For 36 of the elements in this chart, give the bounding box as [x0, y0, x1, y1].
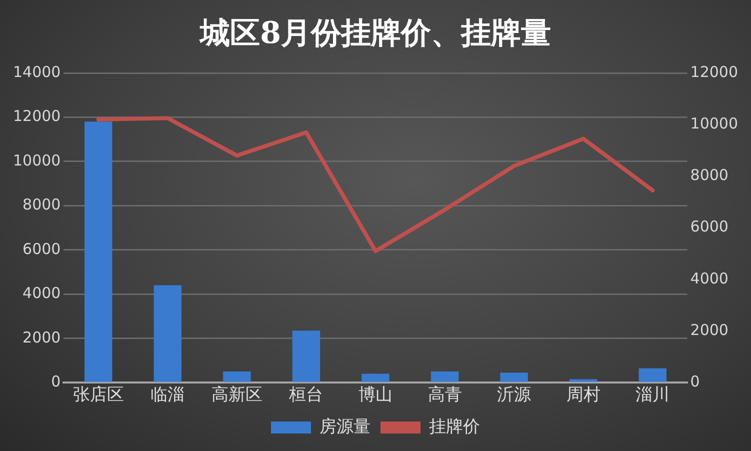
- x-tick-label: 张店区: [72, 385, 124, 406]
- x-tick-label: 博山: [358, 385, 392, 406]
- bar: [500, 372, 528, 382]
- bar: [430, 372, 459, 382]
- y2-tick-label: 6000: [690, 218, 728, 236]
- legend-label: 挂牌价: [429, 416, 480, 437]
- y-tick-label: 8000: [22, 196, 61, 214]
- y-tick-label: 6000: [22, 240, 61, 258]
- y-tick-label: 0: [51, 372, 61, 390]
- y2-tick-label: 2000: [690, 320, 728, 339]
- y2-tick-label: 12000: [690, 62, 738, 81]
- y-tick-label: 14000: [13, 62, 61, 81]
- legend-label: 房源量: [320, 416, 370, 437]
- chart-title: 城区8月份挂牌价、挂牌量: [198, 16, 551, 51]
- y-tick-label: 10000: [13, 151, 61, 170]
- x-tick-label: 淄川: [636, 385, 670, 406]
- x-tick-label: 桓台: [288, 385, 324, 406]
- y-tick-label: 4000: [22, 284, 61, 302]
- y2-tick-label: 0: [690, 372, 700, 390]
- y2-tick-label: 4000: [690, 269, 728, 288]
- y-tick-label: 12000: [13, 107, 61, 126]
- x-tick-label: 周村: [566, 385, 600, 406]
- bar: [223, 372, 251, 382]
- x-tick-label: 高青: [428, 385, 462, 406]
- x-tick-label: 临淄: [150, 385, 185, 406]
- y2-tick-label: 10000: [690, 114, 738, 132]
- bar: [292, 330, 320, 382]
- bar: [154, 285, 182, 382]
- x-tick-label: 沂源: [497, 385, 532, 406]
- bar: [362, 374, 390, 382]
- bar: [570, 379, 598, 382]
- y-tick-label: 2000: [22, 328, 61, 346]
- y2-tick-label: 8000: [690, 166, 728, 184]
- bar: [84, 122, 112, 382]
- x-tick-label: 高新区: [211, 385, 262, 406]
- bar: [638, 368, 666, 382]
